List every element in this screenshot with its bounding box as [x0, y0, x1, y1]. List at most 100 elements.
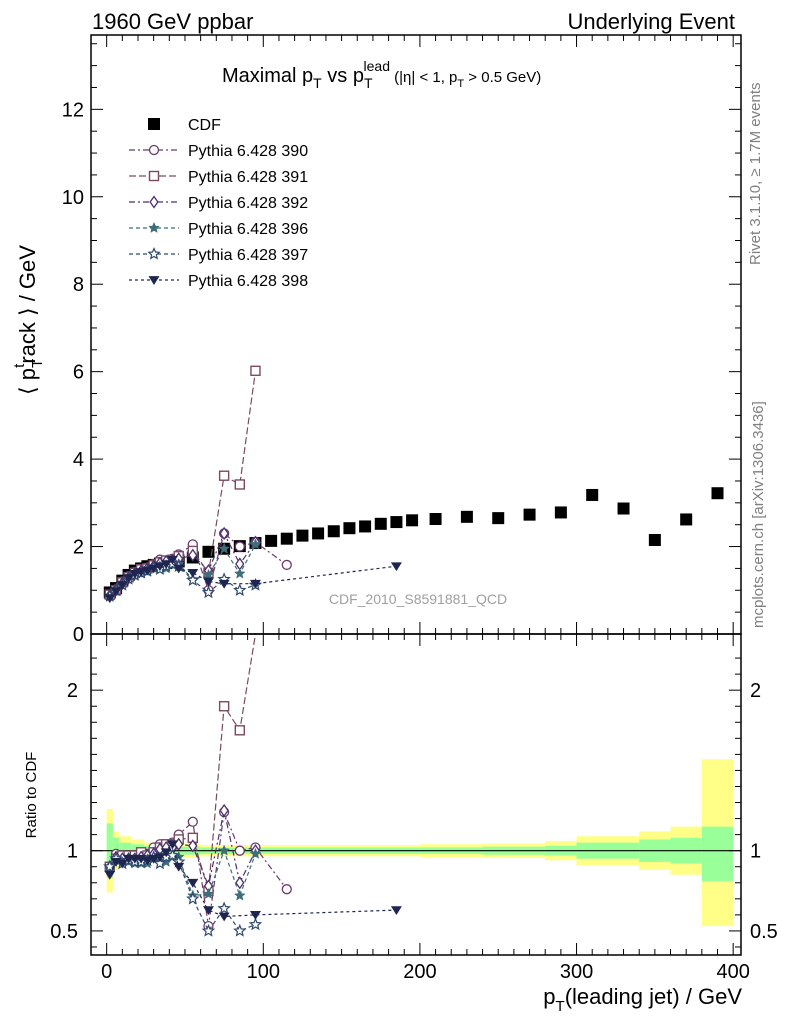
main-point-6-12 [187, 568, 199, 578]
ratio-point-4-13 [201, 923, 216, 937]
title-sup-lead: lead [364, 58, 390, 74]
ratio-point-5-14 [218, 912, 230, 922]
ratio-point-4-15 [233, 923, 247, 937]
header-right: Underlying Event [567, 9, 735, 34]
ratio-ytick-label-right-1: 1 [750, 841, 761, 863]
main-series-1 [104, 528, 292, 601]
legend-marker-5 [147, 246, 161, 260]
ratio-point-5-15 [249, 911, 261, 920]
x-tick-label-0: 0 [101, 961, 112, 983]
main-point-6-3 [123, 574, 135, 583]
main-point-0-26 [406, 514, 419, 527]
main-point-6-11 [173, 564, 185, 574]
legend-marker-1 [148, 144, 160, 156]
main-point-0-20 [312, 527, 325, 540]
x-axis-label: pT(leading jet) / GeV [543, 984, 742, 1015]
main-point-6-16 [390, 562, 402, 572]
main-point-4-13 [202, 568, 215, 580]
main-point-0-35 [680, 513, 693, 526]
analysis-watermark: CDF_2010_S8591881_QCD [329, 591, 507, 607]
main-point-6-13 [202, 577, 214, 587]
main-point-0-22 [343, 522, 356, 535]
ratio-point-5-2 [116, 859, 128, 869]
legend-entry-2: Pythia 6.428 391 [129, 169, 308, 186]
ratio-point-0-15 [234, 845, 245, 856]
ratio-point-5-0 [104, 870, 116, 880]
ratio-point-0-12 [187, 816, 198, 827]
ratio-point-0-17 [281, 884, 292, 895]
legend-label-3: Pythia 6.428 392 [188, 195, 308, 212]
ratio-point-3-14 [218, 844, 231, 856]
ratio-point-5-10 [166, 840, 178, 850]
ratio-point-4-8 [153, 856, 167, 870]
ratio-ylabel: Ratio to CDF [23, 752, 40, 839]
ratio-point-3-13 [202, 887, 215, 900]
main-point-5-13 [201, 585, 216, 599]
x-tick-label-200: 200 [403, 961, 436, 983]
main-point-0-34 [648, 533, 661, 546]
title-sub-t1: T [313, 75, 322, 91]
band-inner-13 [701, 826, 734, 882]
main-point-2-15 [234, 479, 245, 490]
main-point-6-6 [141, 566, 153, 576]
ratio-ytick-label-left-0.5: 0.5 [50, 921, 78, 943]
legend-marker-4 [148, 221, 160, 233]
legend-label-2: Pythia 6.428 391 [188, 169, 308, 186]
main-ytick-label-12: 12 [62, 99, 84, 121]
main-point-1-17 [281, 559, 292, 571]
rivet-label: Rivet 3.1.10, ≥ 1.7M events [747, 83, 764, 266]
main-point-0-23 [359, 520, 372, 533]
main-point-0-28 [460, 510, 473, 523]
title-sub-t3: T [457, 78, 464, 90]
main-ytick-label-4: 4 [73, 449, 84, 471]
title-sub-t2: T [364, 75, 373, 91]
ratio-point-3-15 [233, 889, 246, 901]
ratio-ytick-label-right-0.5: 0.5 [750, 921, 778, 943]
ratio-plot-layer [103, 633, 402, 937]
main-ytick-label-6: 6 [73, 362, 84, 384]
main-plot-layer [103, 365, 724, 604]
main-point-4-16 [249, 538, 262, 550]
legend-entry-1: Pythia 6.428 390 [129, 143, 308, 160]
main-point-6-8 [154, 562, 166, 572]
main-point-6-5 [135, 568, 147, 577]
main-point-3-12 [188, 548, 198, 562]
ratio-point-5-7 [148, 854, 160, 864]
svg-text:⟨ pTtrack ⟩ / GeV: ⟨ pTtrack ⟩ / GeV [11, 245, 46, 395]
main-point-0-33 [617, 502, 630, 515]
title-part-1: Maximal p [222, 65, 313, 87]
legend-label-0: CDF [188, 117, 221, 134]
legend: CDF Pythia 6.428 390 Pythia 6.428 391 Pythi… [129, 117, 308, 290]
legend-entry-0: CDF [148, 117, 221, 134]
ratio-point-2-12 [188, 839, 198, 853]
legend-marker-2 [148, 170, 160, 182]
legend-entry-3: Pythia 6.428 392 [129, 195, 308, 212]
main-point-6-2 [116, 581, 128, 590]
main-point-6-10 [166, 555, 178, 565]
ratio-point-3-16 [249, 847, 262, 859]
legend-entry-6: Pythia 6.428 398 [129, 273, 308, 290]
legend-marker-6 [148, 276, 160, 285]
main-point-6-4 [129, 569, 141, 579]
x-tick-label-100: 100 [247, 961, 280, 983]
main-point-6-0 [104, 594, 116, 604]
legend-marker-0 [148, 118, 160, 130]
ratio-point-5-16 [390, 906, 402, 916]
ratio-point-2-15 [235, 876, 245, 890]
ratio-ytick-label-left-1: 1 [67, 841, 78, 863]
main-point-0-13 [202, 545, 215, 558]
main-point-0-25 [390, 516, 403, 529]
ratio-point-4-10 [165, 848, 180, 862]
ratio-point-4-16 [248, 917, 263, 931]
main-point-0-21 [327, 525, 340, 538]
ratio-point-5-13 [202, 906, 214, 916]
main-point-4-14 [218, 542, 231, 554]
ratio-point-5-8 [154, 853, 166, 863]
x-tick-label-400: 400 [716, 961, 749, 983]
ratio-point-5-11 [173, 862, 185, 872]
main-point-0-19 [296, 529, 309, 542]
ratio-point-4-14 [217, 901, 231, 915]
x-tick-label-300: 300 [560, 961, 593, 983]
